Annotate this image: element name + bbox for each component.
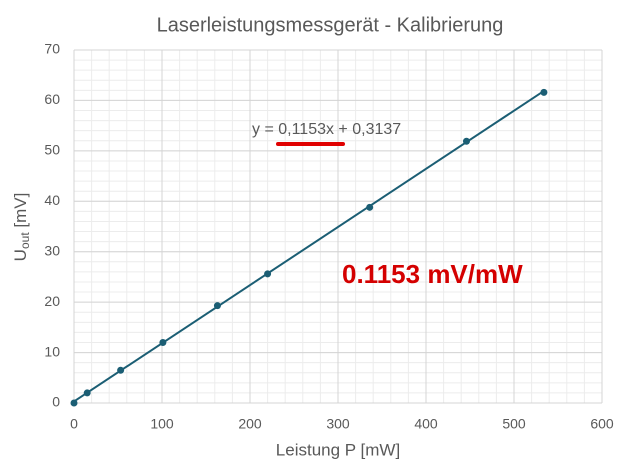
data-point	[462, 137, 470, 145]
y-tick-label: 60	[44, 91, 60, 107]
trendline-equation: y = 0,1153x + 0,3137	[252, 121, 401, 138]
annotation: 0.1153 mV/mW	[342, 259, 523, 289]
data-point	[366, 203, 374, 211]
data-point	[213, 302, 221, 310]
x-tick-label: 600	[590, 416, 614, 432]
y-label-rest: [mV]	[11, 193, 30, 233]
data-point	[70, 399, 78, 407]
y-tick-label: 0	[52, 394, 60, 410]
chart-title: Laserleistungsmessgerät - Kalibrierung	[157, 14, 504, 36]
y-label-main: U	[11, 249, 30, 261]
y-axis-label: Uout [mV]	[11, 193, 32, 262]
y-tick-label: 30	[44, 242, 60, 258]
x-tick-label: 100	[150, 416, 174, 432]
x-tick-label: 500	[502, 416, 526, 432]
x-tick-label: 0	[70, 416, 78, 432]
grid	[73, 49, 603, 404]
data-point	[159, 338, 167, 346]
y-tick-label: 10	[44, 343, 60, 359]
x-tick-label: 300	[326, 416, 350, 432]
x-tick-label: 400	[414, 416, 438, 432]
data-point	[117, 366, 125, 374]
x-axis-label: Leistung P [mW]	[276, 440, 400, 459]
data-point	[540, 88, 548, 96]
y-tick-label: 20	[44, 293, 60, 309]
y-label-sub: out	[18, 232, 32, 249]
y-tick-label: 50	[44, 142, 60, 158]
y-tick-label: 40	[44, 192, 60, 208]
y-tick-label: 70	[44, 41, 60, 57]
data-point	[83, 389, 91, 397]
data-point	[264, 270, 272, 278]
x-tick-label: 200	[238, 416, 262, 432]
